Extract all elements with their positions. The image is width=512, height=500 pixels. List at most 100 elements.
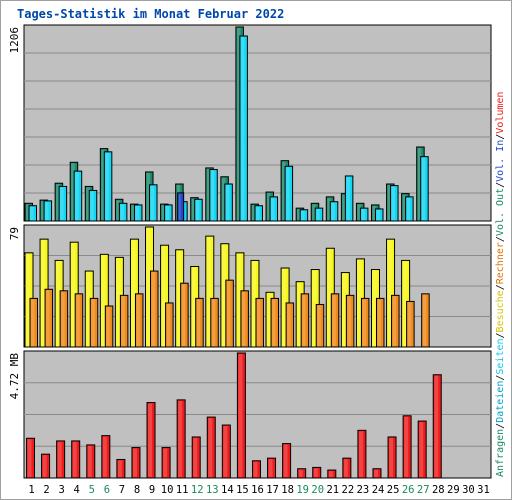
bar-volumen-day-12-shade <box>193 437 198 477</box>
bar-dateien-day-22-shade <box>346 176 350 220</box>
bar-rechner-day-20-shade <box>317 305 321 346</box>
bar-dateien-day-15-shade <box>240 37 245 220</box>
bar-volumen-day-8 <box>131 447 141 479</box>
panel-hits-max-label: 1206 <box>8 27 21 54</box>
x-label-day-26: 26 <box>402 484 415 496</box>
bar-volumen-day-3-shade <box>57 441 62 477</box>
bar-rechner-day-21-shade <box>332 294 336 346</box>
bar-volumen-day-25-shade <box>389 437 394 477</box>
x-label-day-23: 23 <box>357 484 370 496</box>
legend-item-11: / <box>495 182 506 188</box>
bar-volumen-day-21 <box>327 469 337 479</box>
legend-item-0: Anfragen <box>495 429 506 477</box>
bar-besuche-day-10 <box>160 244 170 348</box>
x-label-day-5: 5 <box>89 484 95 496</box>
bar-volumen-day-6 <box>101 435 111 479</box>
bar-dateien-day-9 <box>149 184 158 222</box>
bar-volumen-day-9-shade <box>148 403 153 477</box>
bar-volumen-day-15-shade <box>238 354 243 477</box>
bar-besuche-day-6 <box>99 253 109 348</box>
bar-besuche-day-10-shade <box>161 246 166 346</box>
bar-dateien-day-12-shade <box>195 200 200 220</box>
bar-besuche-day-24-shade <box>372 270 377 346</box>
bar-dateien-day-14-shade <box>225 185 230 220</box>
bar-dateien-day-26 <box>405 196 414 222</box>
bar-anfragen-day-4-shade <box>71 163 75 220</box>
bar-rechner-day-13-shade <box>211 299 216 346</box>
x-label-day-18: 18 <box>281 484 294 496</box>
chart-title: Tages-Statistik im Monat Februar 2022 <box>17 7 284 21</box>
bar-rechner-day-1 <box>29 297 38 348</box>
bar-rechner-day-22 <box>345 294 355 348</box>
bar-besuche-day-1-shade <box>26 253 30 346</box>
bar-besuche-day-12-shade <box>191 267 196 346</box>
bar-dateien-day-18 <box>284 165 294 222</box>
bar-anfragen-day-23-shade <box>357 204 361 220</box>
bar-rechner-day-4 <box>74 293 84 348</box>
bar-rechner-day-21 <box>330 293 340 348</box>
x-label-day-4: 4 <box>74 484 80 496</box>
bar-volumen-day-17-shade <box>268 459 273 477</box>
bar-volumen-day-26 <box>402 415 412 479</box>
x-label-day-20: 20 <box>311 484 324 496</box>
bar-rechner-day-18 <box>285 302 295 348</box>
bar-rechner-day-19 <box>300 293 310 348</box>
bar-volumen-day-28-shade <box>434 375 439 477</box>
bar-rechner-day-26 <box>406 300 415 348</box>
x-label-day-28: 28 <box>432 484 445 496</box>
x-label-day-14: 14 <box>221 484 234 496</box>
bar-anfragen-day-1-shade <box>26 204 30 220</box>
x-label-day-12: 12 <box>191 484 204 496</box>
panel-visits-max-label: 79 <box>8 227 21 240</box>
x-label-day-15: 15 <box>236 484 249 496</box>
legend-text-group: Anfragen/Dateien/Seiten/Besuche/Rechner/… <box>495 92 506 477</box>
bar-rechner-day-15 <box>240 290 249 348</box>
x-label-day-10: 10 <box>161 484 174 496</box>
bar-rechner-day-12-shade <box>196 299 201 346</box>
x-label-day-11: 11 <box>176 484 189 496</box>
bar-dateien-day-25 <box>390 185 399 222</box>
bar-dateien-day-17-shade <box>271 197 275 220</box>
bar-anfragen-day-16-shade <box>251 205 256 220</box>
bar-volumen-day-2-shade <box>42 455 47 477</box>
bar-anfragen-day-18-shade <box>282 161 286 220</box>
bar-anfragen-day-19-shade <box>297 209 301 220</box>
bar-dateien-day-16-shade <box>255 206 260 220</box>
bar-dateien-day-8 <box>133 204 143 222</box>
bar-volumen-day-11-shade <box>178 400 183 477</box>
bar-dateien-day-20-shade <box>316 209 320 220</box>
bar-rechner-day-7 <box>119 294 129 348</box>
bar-besuche-day-8 <box>129 238 139 348</box>
x-label-day-19: 19 <box>296 484 309 496</box>
bar-dateien-day-10 <box>164 204 173 222</box>
bar-rechner-day-17-shade <box>272 299 276 346</box>
bar-volumen-day-24-shade <box>373 469 378 477</box>
bar-volumen-day-18 <box>282 443 292 479</box>
bar-volumen-day-5 <box>86 444 96 479</box>
bar-anfragen-day-6-shade <box>101 149 105 220</box>
bar-rechner-day-19-shade <box>302 294 306 346</box>
x-label-day-24: 24 <box>372 484 385 496</box>
bar-volumen-day-22 <box>342 457 352 479</box>
bar-dateien-day-3 <box>58 185 68 222</box>
bar-volumen-day-24 <box>372 468 382 479</box>
bar-rechner-day-23-shade <box>362 299 366 346</box>
bar-rechner-day-4-shade <box>76 294 80 346</box>
bar-rechner-day-25 <box>391 294 400 348</box>
chart-panels: 1206 79 4.72 MB <box>8 24 492 479</box>
x-label-day-25: 25 <box>387 484 400 496</box>
bar-dateien-day-8-shade <box>135 205 139 220</box>
bar-besuche-day-13-shade <box>206 237 211 346</box>
bar-volumen-day-18-shade <box>283 444 288 477</box>
bar-rechner-day-20 <box>315 303 325 348</box>
bar-rechner-day-5 <box>89 297 99 348</box>
legend-item-14: Volumen <box>495 92 506 134</box>
bar-volumen-day-21-shade <box>328 471 333 477</box>
bar-dateien-day-19 <box>299 209 309 222</box>
legend-item-7: / <box>495 284 506 290</box>
bar-anfragen-day-15-shade <box>236 28 241 220</box>
bar-anfragen-day-25-shade <box>387 185 392 220</box>
bar-volumen-day-16 <box>251 460 261 479</box>
bar-besuche-day-19-shade <box>297 282 302 346</box>
